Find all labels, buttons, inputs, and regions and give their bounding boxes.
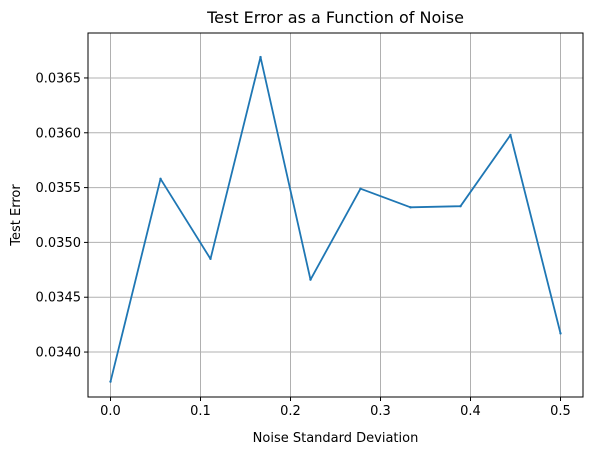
x-tick-label: 0.4 <box>460 404 481 419</box>
y-tick-label: 0.0360 <box>36 126 82 141</box>
data-point <box>459 205 462 208</box>
data-point <box>259 55 262 59</box>
chart-title: Test Error as a Function of Noise <box>206 8 464 27</box>
y-axis-label: Test Error <box>9 184 24 247</box>
data-point <box>559 332 562 335</box>
data-point <box>309 278 312 281</box>
grid-lines <box>88 33 583 397</box>
series-line <box>109 56 562 382</box>
data-point <box>359 187 362 190</box>
y-tick-label: 0.0340 <box>36 346 82 361</box>
plot-series <box>109 55 562 383</box>
x-axis-label: Noise Standard Deviation <box>253 431 419 446</box>
x-axis-ticks: 0.0 0.1 0.2 0.3 0.4 0.5 <box>100 397 571 419</box>
plot-frame <box>87 32 584 398</box>
data-point <box>409 206 412 209</box>
data-point <box>509 133 512 137</box>
x-tick-label: 0.1 <box>190 404 211 419</box>
x-tick-label: 0.0 <box>100 404 121 419</box>
data-point <box>209 257 212 261</box>
x-tick-label: 0.3 <box>370 404 391 419</box>
y-tick-label: 0.0365 <box>36 71 82 86</box>
x-tick-label: 0.5 <box>550 404 571 419</box>
data-point <box>109 380 112 383</box>
x-tick-label: 0.2 <box>280 404 301 419</box>
y-axis-ticks: 0.0340 0.0345 0.0350 0.0355 0.0360 0.0365 <box>36 71 88 361</box>
y-tick-label: 0.0355 <box>36 181 82 196</box>
data-point <box>159 177 162 181</box>
y-tick-label: 0.0345 <box>36 291 82 306</box>
y-tick-label: 0.0350 <box>36 236 82 251</box>
